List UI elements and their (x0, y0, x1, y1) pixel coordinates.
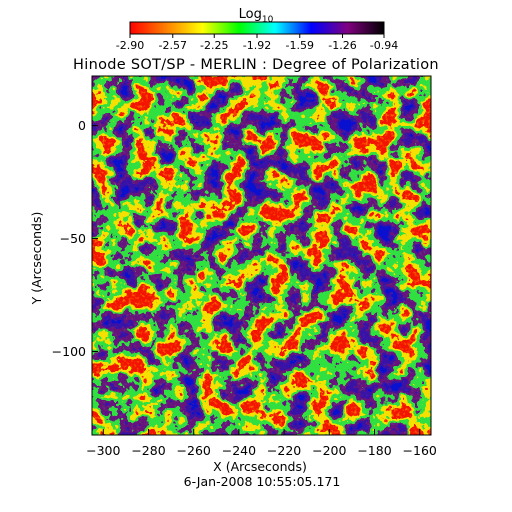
colorbar-tick-label: -2.57 (159, 39, 187, 52)
colorbar-tick-label: -0.94 (370, 39, 398, 52)
y-axis: 0 −50 −100 (52, 118, 98, 359)
x-tick-label: −240 (222, 443, 256, 458)
y-tick-label: −50 (60, 231, 86, 246)
plot-frame (91, 75, 432, 436)
x-tick-label: −160 (403, 443, 437, 458)
x-tick-label: −300 (86, 443, 120, 458)
x-tick-label: −260 (177, 443, 211, 458)
chart-title: Hinode SOT/SP - MERLIN : Degree of Polar… (73, 57, 439, 73)
colorbar-tick-label: -2.90 (116, 39, 144, 52)
x-tick-label: −200 (312, 443, 346, 458)
colorbar (129, 21, 385, 35)
colorbar-label: Log10 (239, 7, 274, 25)
colorbar-tick-label: -1.59 (286, 39, 314, 52)
colorbar-tick-label: -2.25 (200, 39, 228, 52)
y-tick-label: 0 (78, 118, 86, 133)
y-axis-label: Y (Arcseconds) (29, 212, 44, 306)
colorbar-tick-label: -1.26 (328, 39, 356, 52)
colorbar-tick-label: -1.92 (243, 39, 271, 52)
y-tick-label: −100 (52, 344, 86, 359)
x-tick-label: −180 (357, 443, 391, 458)
colorbar-ticks: -2.90 -2.57 -2.25 -1.92 -1.59 -1.26 -0.94 (116, 34, 398, 52)
x-axis-label: X (Arcseconds) (213, 459, 307, 474)
timestamp: 6-Jan-2008 10:55:05.171 (184, 474, 341, 489)
heatmap-image (92, 76, 431, 435)
x-axis: −300 −280 −260 −240 −220 −200 −180 −160 (86, 429, 437, 458)
colorbar-label-main: Log (239, 7, 262, 22)
x-tick-label: −220 (267, 443, 301, 458)
x-tick-label: −280 (131, 443, 165, 458)
colorbar-label-sub: 10 (262, 15, 274, 25)
